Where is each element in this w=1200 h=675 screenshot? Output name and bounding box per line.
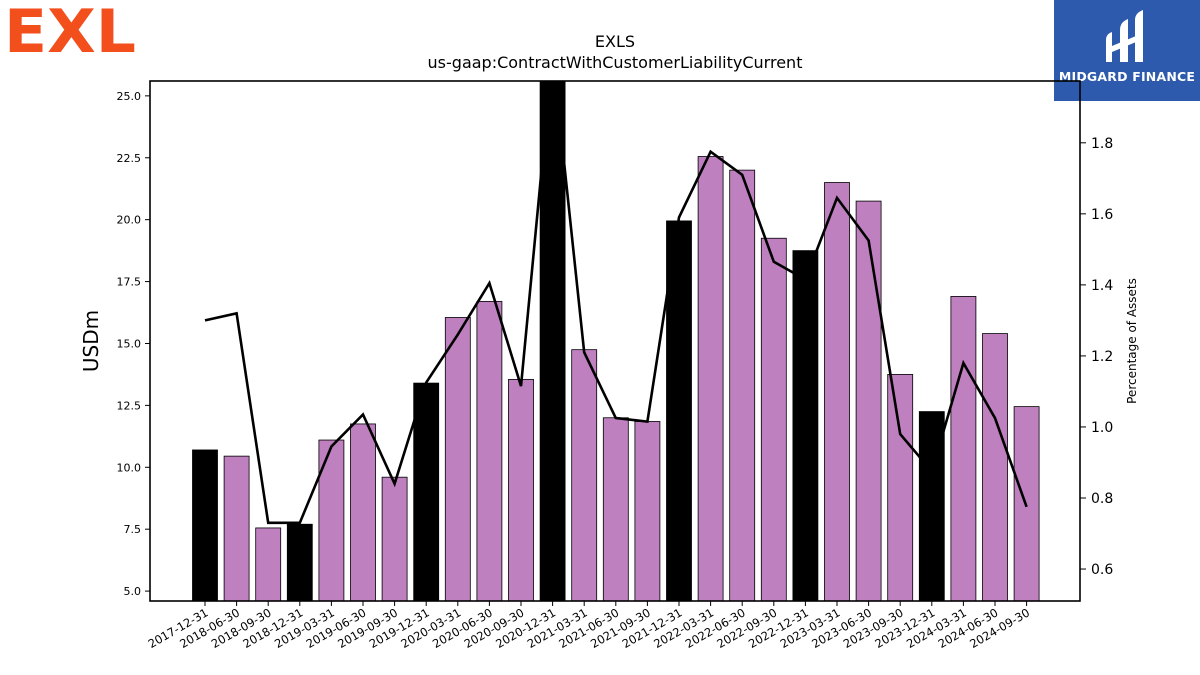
- bar-2019-09-30: [381, 476, 408, 601]
- bar-2019-03-31: [318, 439, 345, 601]
- chart-subtitle: us-gaap:ContractWithCustomerLiabilityCur…: [427, 53, 803, 72]
- bar-2024-06-30: [982, 333, 1008, 601]
- y-tick-label-5.0: 5.0: [124, 585, 142, 598]
- bar-2020-09-30: [508, 378, 534, 601]
- bar-2022-09-30: [760, 237, 787, 601]
- y-tick-label-20.0: 20.0: [117, 214, 142, 227]
- y2-tick-label-0.8: 0.8: [1091, 491, 1113, 507]
- bar-2021-03-31: [571, 349, 598, 601]
- y2-tick-label-1.0: 1.0: [1091, 420, 1113, 436]
- y-tick-label-7.5: 7.5: [124, 523, 142, 536]
- y-tick-label-10.0: 10.0: [117, 461, 142, 474]
- bar-2017-12-31: [192, 449, 218, 601]
- bar-2018-12-31: [286, 523, 313, 601]
- bar-2020-03-31: [444, 317, 471, 601]
- chart-title-block: EXLS us-gaap:ContractWithCustomerLiabili…: [315, 32, 915, 73]
- y-tick-label-25.0: 25.0: [117, 90, 142, 103]
- bar-2022-06-30: [729, 169, 756, 601]
- plot-frame: [149, 80, 1081, 602]
- bar-2022-03-31: [697, 156, 724, 601]
- bar-2019-12-31: [413, 382, 440, 601]
- bar-2020-12-31: [539, 81, 566, 601]
- bars-group: [192, 81, 1040, 601]
- line-group: [204, 81, 1028, 525]
- midgard-finance-logo: MIDGARD FINANCE: [1054, 0, 1200, 101]
- exl-logo-text: EXL: [4, 0, 136, 60]
- bar-2023-03-31: [824, 182, 850, 601]
- y-tick-label-12.5: 12.5: [117, 399, 142, 412]
- chart-title: EXLS: [594, 32, 636, 51]
- percentage-of-assets-line: [204, 81, 1028, 525]
- bar-2023-09-30: [887, 374, 914, 601]
- bar-2021-09-30: [634, 421, 661, 601]
- y2-tick-label-1.2: 1.2: [1091, 349, 1113, 365]
- midgard-finance-label: MIDGARD FINANCE: [1058, 69, 1196, 84]
- y2-tick-label-1.8: 1.8: [1091, 136, 1113, 152]
- bar-2018-09-30: [255, 527, 282, 601]
- y-tick-label-17.5: 17.5: [117, 276, 142, 289]
- y-tick-label-15.0: 15.0: [117, 337, 142, 350]
- y2-axis-label: Percentage of Assets: [1125, 278, 1139, 404]
- y2-tick-label-1.6: 1.6: [1091, 207, 1113, 223]
- y-tick-label-22.5: 22.5: [117, 152, 142, 165]
- bar-2018-06-30: [223, 455, 250, 601]
- y2-tick-label-0.6: 0.6: [1091, 562, 1113, 578]
- bar-2020-06-30: [476, 300, 503, 601]
- midgard-emblem-icon: [1106, 10, 1143, 62]
- y-axis-label: USDm: [79, 310, 103, 372]
- y2-tick-label-1.4: 1.4: [1091, 278, 1113, 294]
- exl-logo-graphic: EXL: [4, 0, 136, 67]
- bar-2022-12-31: [792, 250, 819, 601]
- bar-2023-06-30: [855, 200, 882, 601]
- exl-logo: EXL: [4, 0, 144, 67]
- bar-2024-03-31: [950, 296, 977, 601]
- bar-2021-06-30: [602, 417, 629, 601]
- bar-2019-06-30: [350, 423, 376, 601]
